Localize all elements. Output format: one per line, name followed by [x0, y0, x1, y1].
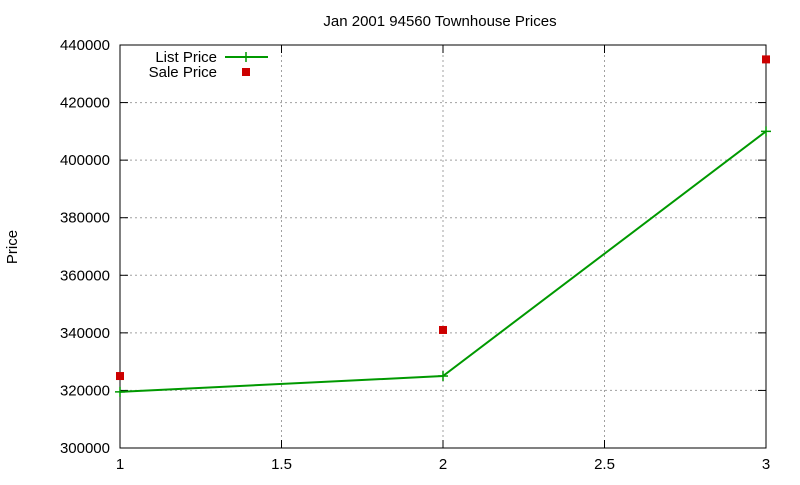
y-tick-label: 380000 [60, 210, 110, 227]
x-tick-label: 2.5 [594, 456, 615, 473]
list-price-point [115, 386, 125, 397]
y-tick-label: 320000 [60, 382, 110, 399]
legend-label: Sale Price [149, 64, 217, 81]
y-tick-label: 300000 [60, 440, 110, 457]
chart-title: Jan 2001 94560 Townhouse Prices [323, 13, 556, 30]
list-price-point [438, 371, 448, 382]
y-tick-label: 360000 [60, 267, 110, 284]
x-tick-label: 3 [762, 456, 770, 473]
y-tick-label: 420000 [60, 95, 110, 112]
list-price-point [761, 126, 771, 137]
x-tick-label: 1 [116, 456, 124, 473]
sale-price-point [762, 55, 770, 64]
data-series [115, 55, 771, 397]
y-axis-label: Price [4, 230, 21, 264]
y-tick-label: 340000 [60, 325, 110, 342]
legend-plus-swatch [241, 52, 251, 62]
sale-price-point [116, 372, 124, 381]
x-tick-label: 2 [439, 456, 447, 473]
x-tick-label: 1.5 [271, 456, 292, 473]
legend-square-swatch [242, 68, 250, 76]
legend-label: List Price [155, 49, 217, 66]
y-tick-label: 440000 [60, 37, 110, 54]
axis-ticks: 300000 320000 340000 360000 380000 400000 4200… [60, 37, 770, 473]
sale-price-point [439, 325, 447, 334]
y-tick-label: 400000 [60, 152, 110, 169]
